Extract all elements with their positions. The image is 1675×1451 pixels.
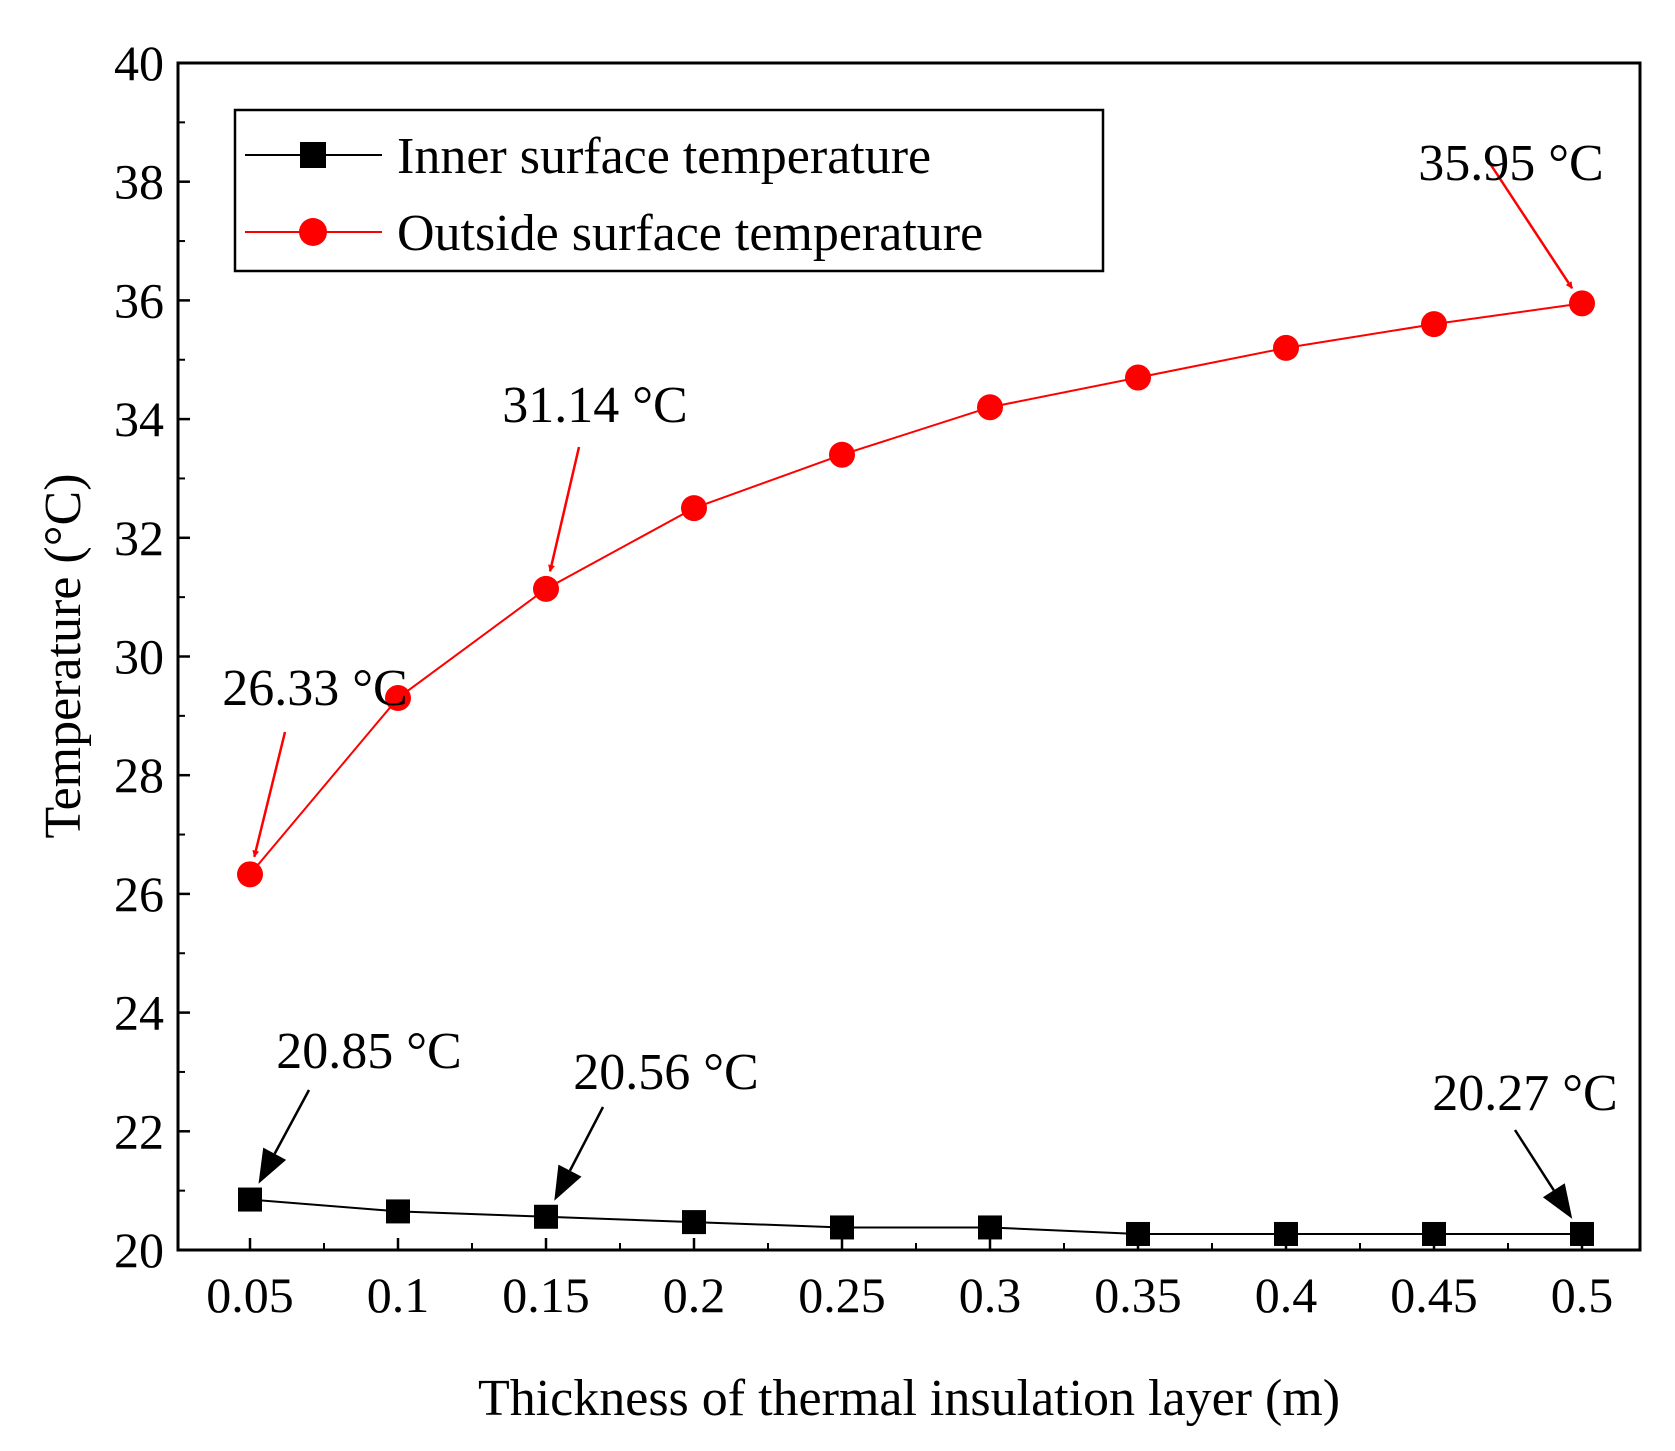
data-point-square	[1570, 1221, 1594, 1246]
data-point-square	[238, 1187, 262, 1212]
y-tick-label: 20	[114, 1222, 164, 1278]
data-point-circle	[237, 861, 263, 888]
y-axis-title: Temperature (°C)	[35, 473, 92, 838]
annotation-label: 20.56 °C	[573, 1044, 758, 1101]
data-point-circle	[1569, 290, 1595, 317]
legend: Inner surface temperature Outside surfac…	[233, 108, 1105, 273]
annotation-label: 20.27 °C	[1432, 1065, 1617, 1122]
legend-box	[233, 108, 1105, 273]
annotation-arrowhead	[1542, 1183, 1573, 1219]
data-point-square	[386, 1199, 410, 1224]
y-tick-label: 26	[114, 866, 164, 922]
legend-marker-outside-circle	[299, 218, 327, 246]
data-point-square	[1274, 1221, 1298, 1246]
y-tick-label: 22	[114, 1103, 164, 1159]
x-tick-label: 0.05	[206, 1267, 294, 1323]
x-tick-label: 0.25	[798, 1267, 886, 1323]
annotation-arrowhead	[554, 1164, 582, 1201]
annotation-label: 31.14 °C	[502, 377, 687, 434]
legend-label-outside: Outside surface temperature	[397, 205, 983, 262]
annotation-arrow	[568, 1106, 605, 1172]
x-tick-label: 0.15	[502, 1267, 590, 1323]
x-tick-label: 0.35	[1094, 1267, 1182, 1323]
data-point-square	[1422, 1221, 1446, 1246]
annotation-label: 20.85 °C	[276, 1023, 461, 1080]
x-tick-label: 0.1	[367, 1267, 430, 1323]
data-point-circle	[681, 495, 707, 522]
series-layer	[237, 290, 1595, 1246]
x-tick-label: 0.45	[1390, 1267, 1478, 1323]
annotation-arrow	[548, 446, 581, 572]
annotation-arrow	[1513, 1129, 1555, 1191]
x-tick-label: 0.4	[1255, 1267, 1318, 1323]
data-point-square	[830, 1215, 854, 1240]
data-point-circle	[533, 575, 559, 602]
x-tick-label: 0.5	[1551, 1267, 1614, 1323]
data-point-square	[1126, 1221, 1150, 1246]
annotation-label: 35.95 °C	[1418, 135, 1603, 192]
annotation-label: 26.33 °C	[222, 660, 407, 717]
data-point-circle	[1125, 364, 1151, 391]
x-axis-title: Thickness of thermal insulation layer (m…	[478, 1370, 1340, 1427]
y-tick-label: 24	[114, 985, 164, 1041]
data-point-square	[682, 1210, 706, 1235]
annotation-layer: 26.33 °C 31.14 °C 35.95 °C 20.85 °C 20.56 °C…	[222, 135, 1618, 1219]
x-tick-label: 0.3	[959, 1267, 1022, 1323]
series-line-1	[249, 302, 1583, 875]
annotation-arrowhead	[258, 1147, 287, 1184]
data-point-square	[978, 1215, 1002, 1240]
annotation-arrow	[1487, 161, 1574, 290]
data-point-circle	[977, 394, 1003, 421]
y-tick-label: 40	[114, 35, 164, 91]
x-tick-label: 0.2	[663, 1267, 726, 1323]
legend-marker-inner-square	[300, 142, 326, 168]
y-tick-label: 38	[114, 154, 164, 210]
y-tick-label: 30	[114, 629, 164, 685]
x-axis-ticks: 0.05 0.1 0.15 0.2 0.25 0.3 0.35 0.4 0.45 0.5	[206, 1238, 1613, 1323]
y-tick-label: 36	[114, 272, 164, 328]
y-axis-ticks: 20 22 24 26 28 30 32 34 36 38 40	[114, 35, 190, 1278]
data-point-circle	[1421, 311, 1447, 338]
data-point-circle	[1273, 334, 1299, 361]
annotation-arrow	[252, 731, 287, 858]
data-point-circle	[385, 685, 411, 712]
series-line-0	[249, 1198, 1582, 1235]
y-tick-label: 32	[114, 510, 164, 566]
data-point-square	[534, 1204, 558, 1229]
annotation-arrow	[273, 1089, 311, 1155]
y-tick-label: 28	[114, 747, 164, 803]
data-point-circle	[829, 441, 855, 468]
legend-label-inner: Inner surface temperature	[397, 128, 931, 185]
y-tick-label: 34	[114, 391, 164, 447]
